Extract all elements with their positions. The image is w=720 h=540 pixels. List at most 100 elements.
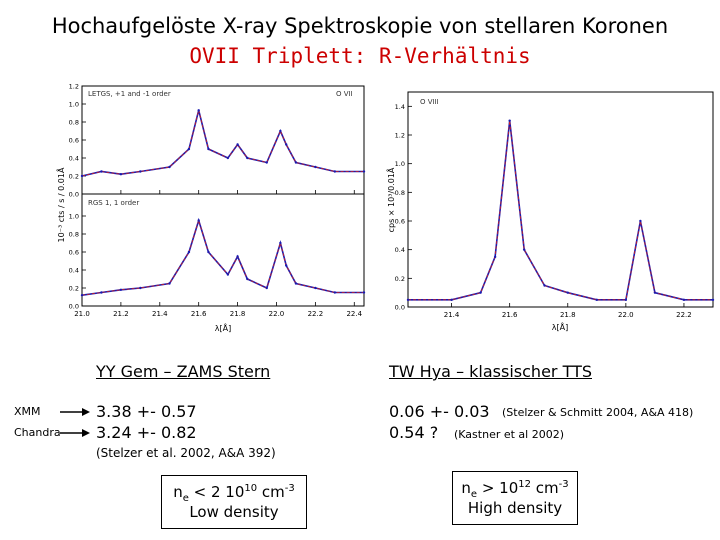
- y-tick-label: 1.2: [69, 83, 79, 91]
- right-ylabel: cps × 10³/0.01Å: [385, 167, 396, 232]
- data-point: [314, 165, 317, 169]
- y-tick-label: 0.6: [69, 249, 79, 257]
- data-point: [508, 119, 511, 122]
- x-tick-label: 22.2: [676, 311, 692, 319]
- data-point: [639, 219, 642, 223]
- right-panel-frame: [407, 91, 714, 308]
- data-point: [406, 298, 410, 302]
- y-tick-label: 1.0: [395, 160, 405, 168]
- right-x-tick-labels: 21.4 21.6 21.8 22.0 22.2: [444, 311, 692, 319]
- data-point: [285, 143, 288, 146]
- data-point: [100, 291, 103, 294]
- y-tick-label: 0.6: [395, 218, 405, 226]
- data-point: [197, 219, 200, 222]
- y-tick-label: 0.8: [69, 231, 79, 239]
- data-point: [119, 288, 123, 291]
- bottom-panel-caption: RGS 1, 1 order: [88, 199, 139, 207]
- data-point: [624, 298, 628, 302]
- data-point: [168, 165, 171, 169]
- data-point: [246, 277, 249, 281]
- data-point: [279, 129, 282, 133]
- x-tick-label: 21.4: [152, 310, 168, 318]
- y-tick-label: 1.2: [395, 132, 405, 140]
- data-point: [285, 264, 288, 267]
- x-tick-label: 22.4: [346, 310, 362, 318]
- data-point: [362, 291, 366, 294]
- right-reference-2: (Kastner et al 2002): [454, 428, 565, 441]
- left-value-xmm: 3.38 +- 0.57: [96, 402, 197, 421]
- data-point: [139, 170, 142, 173]
- data-point: [265, 161, 268, 164]
- data-point: [207, 147, 210, 151]
- y-tick-label: 1.0: [69, 213, 79, 221]
- x-tick-label: 21.8: [230, 310, 246, 318]
- y-tick-label: 1.4: [395, 103, 405, 111]
- xmm-label: XMM: [14, 405, 41, 418]
- bottom-panel-frame: [81, 193, 365, 307]
- data-point: [226, 273, 230, 276]
- y-tick-label: 0.0: [395, 304, 405, 312]
- data-point: [207, 250, 210, 254]
- data-point: [100, 170, 103, 173]
- left-reference: (Stelzer et al. 2002, A&A 392): [96, 446, 276, 460]
- x-tick-label: 21.6: [191, 310, 207, 318]
- data-point: [333, 170, 337, 173]
- data-point: [246, 156, 249, 160]
- slide-title: Hochaufgelöste X-ray Spektroskopie von s…: [51, 14, 669, 38]
- right-panel-series: [406, 119, 715, 302]
- data-point: [139, 286, 142, 290]
- top-panel-series: [80, 109, 366, 178]
- x-tick-label: 22.0: [269, 310, 285, 318]
- xmm-arrow-icon: [60, 408, 90, 416]
- y-tick-label: 0.0: [69, 303, 79, 311]
- right-panel-label: O VIII: [420, 98, 439, 106]
- y-tick-label: 0.2: [69, 285, 79, 293]
- top-panel-caption: LETGS, +1 and -1 order: [88, 90, 171, 98]
- right-reference-1: (Stelzer & Schmitt 2004, A&A 418): [502, 406, 694, 419]
- data-point: [294, 282, 298, 285]
- x-tick-label: 22.0: [618, 311, 634, 319]
- data-point: [333, 291, 337, 294]
- data-point: [450, 298, 453, 302]
- data-point: [653, 291, 657, 294]
- data-point: [543, 284, 546, 287]
- right-spectrum-figure: cps × 10³/0.01Å 0.0 0.2 0.4 0.6 0.8 1.0 1.2 1.4…: [380, 80, 720, 335]
- data-point: [119, 173, 123, 176]
- left-xlabel: λ[Å]: [215, 322, 231, 333]
- y-tick-label: 0.2: [395, 275, 405, 283]
- right-panel-ticks: 0.0 0.2 0.4 0.6 0.8 1.0 1.2 1.4: [395, 103, 685, 312]
- x-tick-label: 21.2: [113, 310, 129, 318]
- data-point: [493, 255, 497, 259]
- left-heading: YY Gem – ZAMS Stern: [96, 362, 271, 381]
- right-xlabel: λ[Å]: [552, 321, 568, 332]
- high-density-formula: ne > 1012 cm-3: [461, 479, 569, 500]
- left-ylabel: 10⁻³ cts / s / 0.01Å: [55, 167, 66, 242]
- y-tick-label: 0.8: [395, 189, 405, 197]
- top-panel-ticks: 0.0 0.2 0.4 0.6 0.8 1.0 1.2: [69, 83, 355, 199]
- bottom-panel-ticks: 0.0 0.2 0.4 0.6 0.8 1.0: [69, 213, 355, 311]
- data-point: [80, 174, 84, 178]
- x-tick-label: 21.6: [502, 311, 518, 319]
- y-tick-label: 0.4: [395, 246, 405, 254]
- left-value-chandra: 3.24 +- 0.82: [96, 423, 197, 442]
- y-tick-label: 0.4: [69, 155, 79, 163]
- left-x-tick-labels: 21.0 21.2 21.4 21.6 21.8 22.0 22.2 22.4: [74, 310, 362, 318]
- data-point: [197, 109, 200, 112]
- data-point: [187, 250, 191, 254]
- low-density-box: ne < 2 1010 cm-3 Low density: [161, 475, 307, 529]
- left-spectrum-figure: 10⁻³ cts / s / 0.01Å 0.0 0.2 0.4 0.6 0.8 1.0 1…: [50, 80, 375, 335]
- x-tick-label: 21.4: [444, 311, 460, 319]
- data-point: [294, 161, 298, 164]
- data-point: [595, 298, 599, 302]
- right-value-chandra: 0.54 ?: [389, 423, 439, 442]
- x-tick-label: 21.0: [74, 310, 90, 318]
- y-tick-label: 0.0: [69, 191, 79, 199]
- data-point: [522, 248, 526, 251]
- y-tick-label: 0.8: [69, 119, 79, 127]
- data-point: [236, 143, 239, 146]
- y-tick-label: 1.0: [69, 101, 79, 109]
- data-point: [80, 294, 84, 297]
- data-point: [236, 255, 239, 258]
- data-point: [479, 291, 482, 294]
- data-point: [711, 298, 715, 302]
